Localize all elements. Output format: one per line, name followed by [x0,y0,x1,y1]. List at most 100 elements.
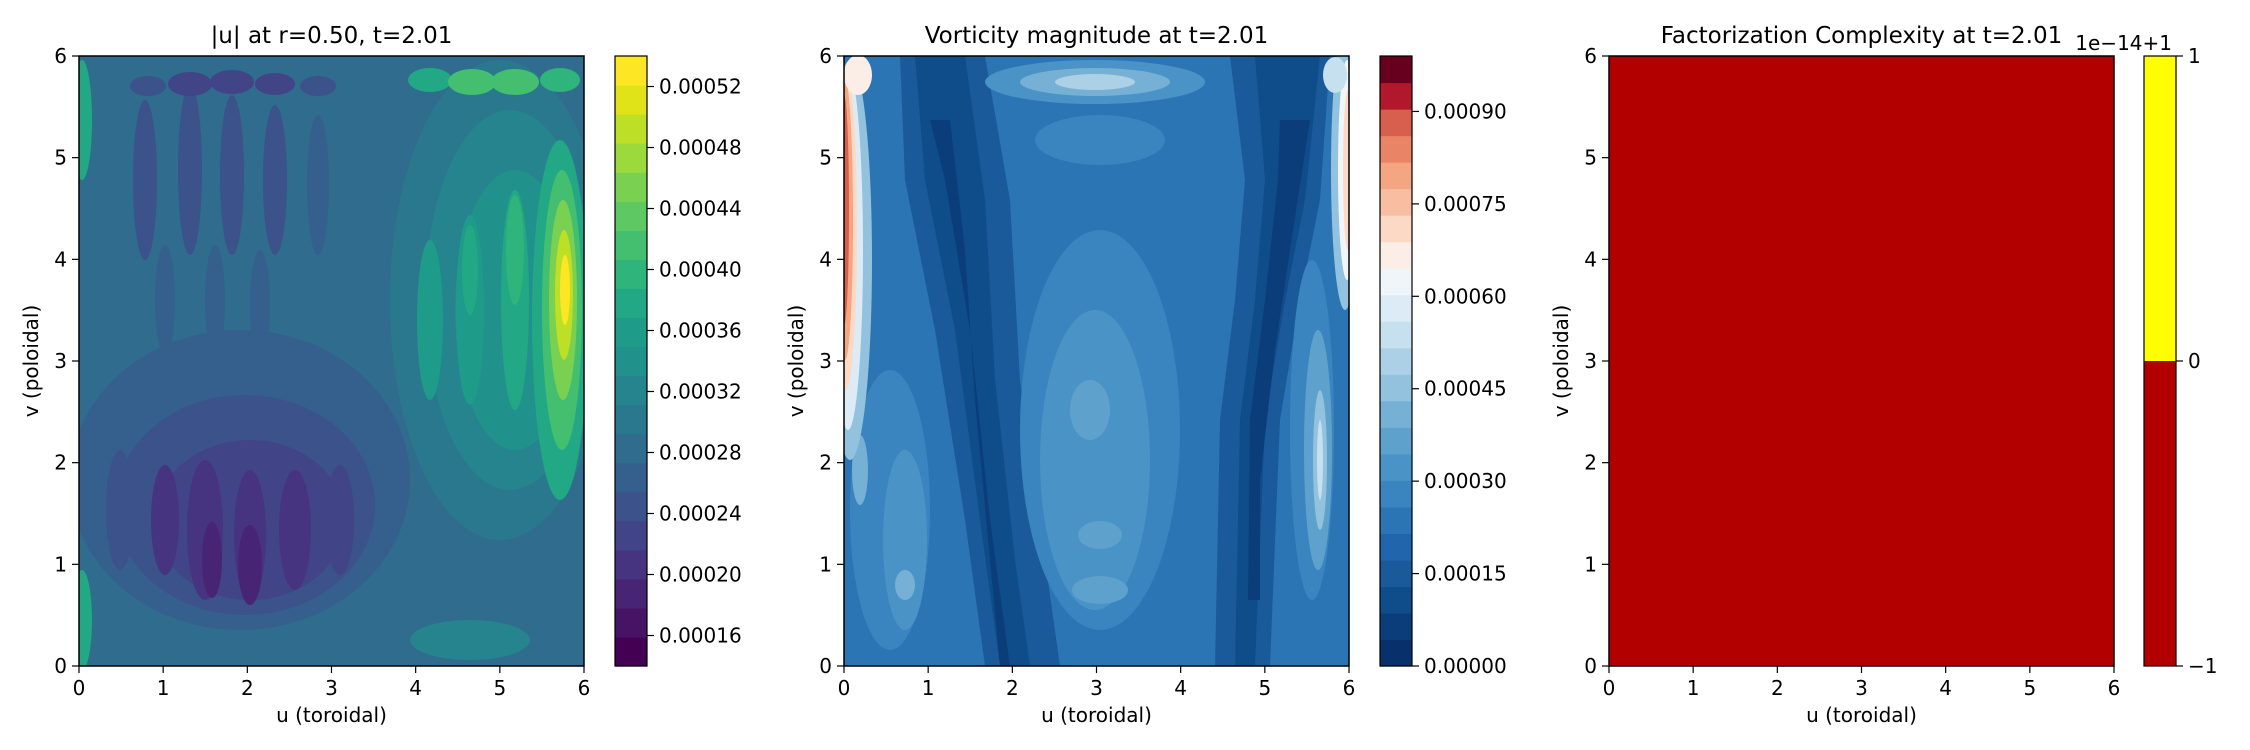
y-tick-label: 4 [1584,247,1597,271]
velocity-contour [408,68,452,92]
colorbar-level [1380,215,1412,243]
colorbar-tick-label: 0.00000 [1424,654,1507,678]
vorticity-contour [1343,90,1349,250]
colorbar-level [615,230,647,260]
velocity-contour [462,225,478,315]
velocity-contour [79,570,92,666]
panel-factorization-xlabel: u (toroidal) [1806,703,1917,727]
colorbar-tick-label: 0.00048 [659,136,742,160]
vorticity-contour [1078,521,1122,549]
colorbar-level [615,636,647,667]
colorbar-level [1380,427,1412,455]
velocity-contour [130,76,166,96]
panel-vorticity-field [844,56,1349,666]
y-tick-label: 0 [819,654,832,678]
panel-velocity-xlabel: u (toroidal) [276,703,387,727]
colorbar-level [615,607,647,638]
panel-vorticity-x-ticks: 0 1 2 3 4 5 6 [838,666,1355,700]
colorbar-tick-label: 0.00044 [659,197,742,221]
x-tick-label: 1 [922,676,935,700]
colorbar-tick-label: 0.00090 [1424,99,1507,123]
x-tick-label: 5 [1258,676,1271,700]
panel-vorticity: Vorticity magnitude at t=2.01 [784,23,1507,727]
y-tick-label: 6 [819,44,832,68]
colorbar-level [1380,241,1412,269]
velocity-contour [307,115,329,255]
vorticity-contour [883,450,927,630]
x-tick-label: 5 [493,676,506,700]
panel-factorization: Factorization Complexity at t=2.01 0 1 2 3 4… [1549,23,2217,727]
velocity-contour [238,525,262,605]
panel-vorticity-ylabel: v (poloidal) [784,305,808,418]
y-tick-label: 2 [1584,451,1597,475]
vorticity-contour [930,120,1010,666]
colorbar-tick-label: 0.00028 [659,441,742,465]
y-tick-label: 4 [54,247,67,271]
colorbar-level [1380,533,1412,561]
panel-velocity-colorbar-frame [614,55,648,667]
x-tick-label: 3 [1090,676,1103,700]
y-tick-label: 5 [819,146,832,170]
colorbar-tick-label: 0.00060 [1424,284,1507,308]
colorbar-level [615,114,647,144]
colorbar-level [1380,639,1412,667]
colorbar-tick-label: 0.00052 [659,75,742,99]
panel-factorization-x-ticks: 0 1 2 3 4 5 6 [1603,666,2120,700]
y-tick-label: 0 [1584,654,1597,678]
velocity-contour [491,69,539,95]
panel-velocity-ylabel: v (poloidal) [19,305,43,418]
colorbar-level [1380,506,1412,534]
x-tick-label: 4 [409,676,422,700]
colorbar-level [1380,453,1412,481]
colorbar-level [615,520,647,551]
colorbar-level [1380,135,1412,163]
colorbar-level [1380,347,1412,375]
panel-velocity: |u| at r=0.50, t=2.01 [19,23,742,727]
velocity-contour [410,620,530,660]
colorbar-level [615,172,647,202]
x-tick-label: 0 [73,676,86,700]
vorticity-contour [1040,310,1150,610]
panel-factorization-field [1609,56,2114,666]
colorbar-level [615,56,647,86]
y-tick-label: 5 [1584,146,1597,170]
colorbar-tick-label: 1 [2188,44,2201,68]
panel-factorization-colorbar [2144,56,2176,666]
colorbar-level [615,404,647,435]
panel-factorization-ylabel: v (poloidal) [1549,305,1573,418]
x-tick-label: 2 [1771,676,1784,700]
vorticity-contour [895,570,915,600]
panel-velocity-colorbar-ticks: 0.00016 0.00020 0.00024 0.00028 0.00032 0.000… [647,75,742,648]
panel-vorticity-xlabel: u (toroidal) [1041,703,1152,727]
panel-velocity-colorbar [615,56,647,667]
colorbar-level [1380,480,1412,508]
y-tick-label: 3 [819,349,832,373]
velocity-contour [263,105,287,255]
vorticity-contour [1060,245,1140,285]
colorbar-tick-label: 0 [2188,349,2201,373]
colorbar-level [615,288,647,319]
x-tick-label: 2 [241,676,254,700]
colorbar-tick-label: 0.00016 [659,624,742,648]
velocity-contour [417,240,443,400]
colorbar-tick-label: 0.00075 [1424,192,1507,216]
colorbar-level [615,375,647,406]
velocity-contour [279,470,311,590]
velocity-contour [155,245,175,355]
vorticity-contour [1323,57,1347,93]
vorticity-contour [852,435,868,505]
panel-velocity-field [79,60,584,666]
velocity-contour [205,245,225,355]
panel-vorticity-colorbar-ticks: 0.00000 0.00015 0.00030 0.00045 0.00060 0.000… [1412,99,1507,678]
colorbar-level [1380,294,1412,322]
y-tick-label: 5 [54,146,67,170]
vorticity-contour [1035,115,1165,165]
colorbar-level [615,201,647,231]
velocity-contour [220,95,244,255]
colorbar-tick-label: 0.00030 [1424,469,1507,493]
x-tick-label: 4 [1174,676,1187,700]
y-tick-label: 1 [1584,552,1597,576]
colorbar-level [615,346,647,377]
panel-factorization-colorbar-ticks: −1 0 1 [2176,44,2217,678]
